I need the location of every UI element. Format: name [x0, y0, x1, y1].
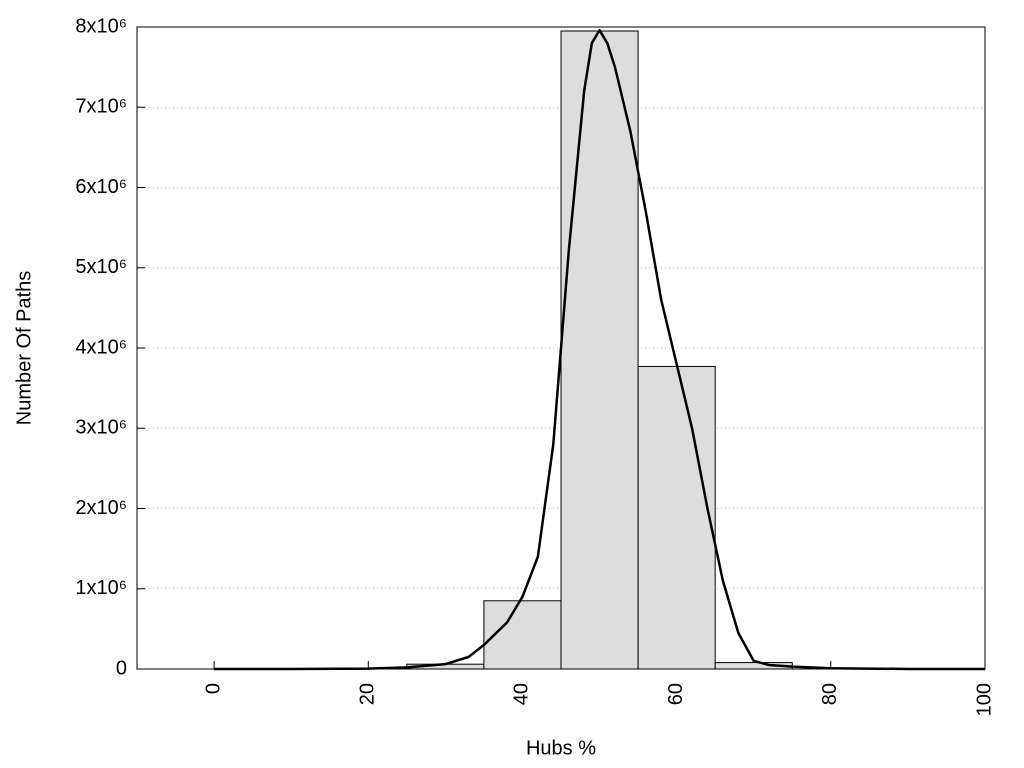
- bar: [483, 600, 562, 670]
- plot-frame: [136, 26, 986, 670]
- y-tick-label: 5x10⁶: [75, 256, 127, 278]
- bar: [637, 365, 716, 670]
- y-tick-label: 6x10⁶: [75, 176, 127, 198]
- y-tick-label: 0: [116, 657, 127, 679]
- x-axis-label: Hubs %: [526, 737, 596, 759]
- x-tick-label: 0: [202, 683, 224, 694]
- x-tick-label: 40: [511, 683, 533, 705]
- bar: [560, 30, 639, 670]
- y-tick-label: 7x10⁶: [75, 96, 127, 118]
- x-tick-label: 100: [973, 683, 995, 716]
- y-tick-label: 8x10⁶: [75, 15, 127, 37]
- x-tick-label: 20: [357, 683, 379, 705]
- y-axis-label: Number Of Paths: [13, 271, 35, 426]
- curve: [214, 28, 985, 671]
- x-tick-label: 80: [819, 683, 841, 705]
- y-tick-label: 1x10⁶: [75, 577, 127, 599]
- y-tick-label: 4x10⁶: [75, 336, 127, 358]
- x-tick-label: 60: [665, 683, 687, 705]
- y-tick-label: 3x10⁶: [75, 417, 127, 439]
- y-tick-label: 2x10⁶: [75, 497, 127, 519]
